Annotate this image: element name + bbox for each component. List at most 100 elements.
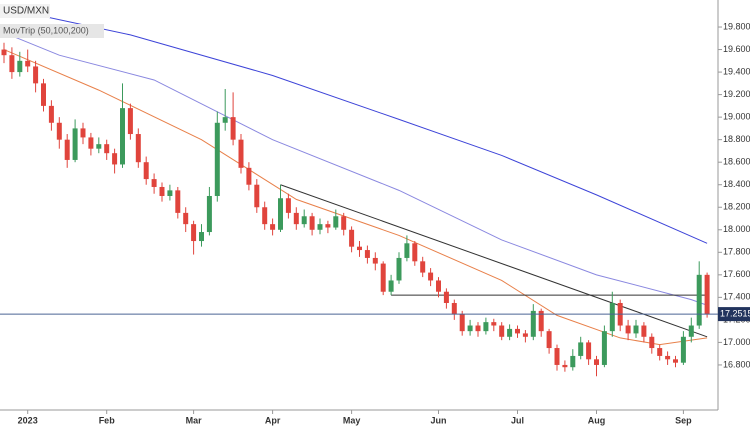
y-tick-label: 17.4000 — [723, 292, 750, 302]
candle-body — [436, 280, 441, 292]
candle-body — [404, 243, 410, 258]
indicator-label: MovTrip (50,100,200) — [3, 25, 89, 35]
candle-body — [183, 212, 189, 225]
candle-body — [238, 139, 244, 168]
candle-body — [309, 216, 315, 230]
moving-average-line — [3, 32, 708, 306]
candle-body — [665, 355, 671, 360]
candle-body — [372, 257, 378, 264]
x-tick-label: Jul — [511, 415, 524, 425]
candle-body — [214, 122, 220, 196]
candle-body — [380, 263, 386, 292]
candle-body — [112, 153, 118, 165]
candle-body — [515, 328, 520, 334]
candle-body — [48, 105, 54, 123]
candle-body — [364, 250, 370, 258]
y-tick-label: 19.2000 — [723, 89, 750, 99]
candle-body — [578, 342, 584, 356]
candle-body — [412, 243, 418, 262]
candle-body — [72, 128, 78, 160]
candle-body — [570, 355, 576, 368]
candle-body — [530, 310, 536, 337]
candle-body — [293, 212, 299, 225]
candle-body — [9, 55, 15, 73]
candle-body — [159, 186, 165, 196]
candle-body — [151, 179, 157, 187]
x-tick-label: Feb — [99, 415, 116, 425]
x-tick-label: Apr — [265, 415, 281, 425]
candle-body — [459, 314, 465, 332]
y-tick-label: 17.6000 — [723, 269, 750, 279]
indicator-box — [0, 24, 104, 38]
candle-body — [175, 190, 181, 213]
candle-body — [33, 66, 39, 84]
candle-body — [594, 359, 599, 365]
candle-body — [522, 333, 528, 337]
candle-body — [443, 291, 449, 303]
candle-body — [222, 117, 228, 123]
candle-body — [167, 190, 173, 196]
candle-body — [696, 274, 702, 326]
y-tick-label: 19.8000 — [723, 21, 750, 31]
candle-body — [325, 224, 331, 228]
moving-average-line — [3, 49, 708, 346]
y-tick-label: 19.6000 — [723, 44, 750, 54]
candle-body — [357, 246, 362, 251]
candle-body — [246, 167, 252, 185]
candle-body — [475, 325, 481, 332]
x-tick-label: Mar — [186, 415, 203, 425]
y-tick-label: 17.0000 — [723, 337, 750, 347]
candle-body — [688, 325, 694, 337]
candle-body — [451, 302, 457, 315]
candle-body — [657, 348, 663, 356]
candle-body — [420, 261, 426, 273]
candle-body — [601, 331, 607, 365]
candle-body — [333, 216, 339, 228]
y-tick-label: 16.8000 — [723, 359, 750, 369]
candle-body — [641, 325, 647, 337]
x-tick-label: Aug — [588, 415, 606, 425]
candle-body — [17, 60, 23, 73]
candle-body — [1, 49, 7, 56]
candle-body — [301, 216, 307, 225]
candle-body — [467, 325, 473, 332]
candle-body — [206, 195, 212, 233]
candle-body — [554, 348, 560, 365]
y-tick-label: 18.0000 — [723, 224, 750, 234]
candle-body — [96, 144, 102, 149]
y-tick-label: 17.8000 — [723, 247, 750, 257]
candle-body — [56, 122, 62, 140]
candle-body — [191, 224, 197, 242]
candle-body — [120, 108, 125, 165]
candle-body — [285, 198, 291, 213]
last-price-tag — [718, 307, 750, 322]
trendline — [280, 184, 708, 338]
candle-body — [199, 232, 204, 242]
candle-body — [499, 325, 505, 337]
title-box — [0, 4, 50, 18]
candle-body — [88, 137, 94, 149]
candle-body — [270, 224, 276, 230]
candle-body — [538, 310, 544, 332]
candle-body — [104, 144, 110, 154]
candle-body — [704, 274, 710, 315]
candle-body — [633, 325, 639, 334]
y-tick-label: 18.6000 — [723, 157, 750, 167]
labels: USD/MXN MovTrip (50,100,200) — [0, 4, 104, 38]
candle-body — [135, 134, 141, 163]
y-tick-label: 18.4000 — [723, 179, 750, 189]
candle-body — [586, 342, 592, 360]
y-tick-label: 18.2000 — [723, 202, 750, 212]
y-tick-label: 19.4000 — [723, 66, 750, 76]
candle-body — [483, 322, 489, 332]
candle-body — [317, 224, 323, 230]
candle-body — [25, 60, 31, 67]
candle-body — [41, 83, 46, 106]
x-tick-label: Jun — [430, 415, 446, 425]
candle-body — [341, 216, 347, 230]
chart-title: USD/MXN — [3, 6, 49, 17]
x-tick-label: 2023 — [18, 415, 38, 425]
candle-body — [278, 198, 283, 230]
candle-body — [625, 325, 631, 334]
candle-body — [349, 229, 355, 247]
